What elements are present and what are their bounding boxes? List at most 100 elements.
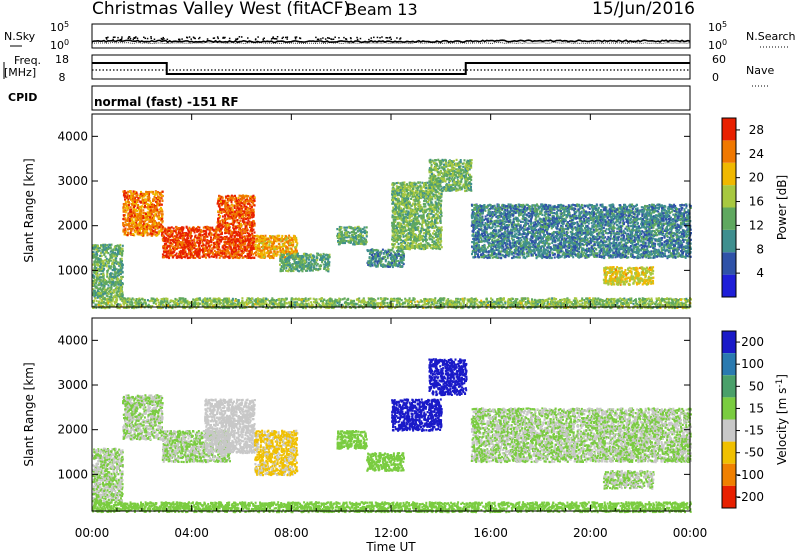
power-cell [238, 232, 241, 235]
power-cell [157, 211, 160, 214]
noise-sky-spike [105, 38, 108, 40]
power-cell [287, 255, 290, 258]
power-cell [92, 247, 95, 250]
power-cell [132, 199, 135, 202]
power-cell [201, 250, 204, 253]
power-cell [225, 208, 228, 211]
power-cell [249, 235, 252, 238]
power-cell [161, 253, 164, 256]
power-cell [145, 193, 148, 196]
power-cell [156, 195, 159, 198]
power-cell [118, 249, 121, 252]
power-cell [132, 209, 135, 212]
power-cell [116, 249, 119, 252]
power-cell [141, 200, 144, 203]
power-cell [244, 255, 247, 258]
power-cell [236, 224, 239, 227]
power-cell [378, 257, 381, 261]
power-cell [327, 258, 330, 261]
power-cell [202, 252, 205, 255]
power-cell [95, 248, 98, 251]
power-cell [233, 255, 236, 258]
power-cell [266, 255, 269, 258]
power-cell [100, 272, 103, 275]
power-cell [215, 252, 218, 255]
power-cell [249, 233, 252, 237]
power-cell [107, 252, 110, 255]
power-cell [230, 194, 233, 197]
power-cell [290, 237, 293, 240]
power-cell [185, 245, 188, 249]
power-cell [160, 219, 163, 222]
noise-sky-spike [322, 37, 324, 39]
power-cell [122, 214, 125, 217]
power-cell [358, 229, 361, 232]
power-cell [170, 235, 173, 238]
power-cell [252, 208, 255, 211]
power-cell [111, 272, 113, 275]
power-cell [223, 219, 226, 223]
power-cell [233, 225, 235, 228]
power-cell [288, 242, 291, 245]
power-cell [283, 249, 286, 252]
power-cell [242, 206, 245, 209]
power-cell [140, 210, 143, 213]
power-cell [225, 202, 228, 205]
power-cell [240, 224, 243, 227]
power-cell [110, 284, 113, 287]
power-cell [233, 235, 236, 238]
power-cell [151, 223, 154, 226]
power-cell [124, 200, 127, 203]
power-cell [140, 190, 142, 194]
power-cell [285, 235, 288, 238]
power-cell [184, 243, 187, 246]
power-cell [122, 190, 125, 193]
power-cell [339, 237, 342, 240]
power-cell [225, 205, 227, 208]
power-cell [253, 199, 256, 202]
power-cell [191, 227, 194, 230]
power-cell [106, 244, 109, 247]
power-cell [229, 229, 232, 232]
power-cell [285, 241, 288, 244]
power-cell [168, 244, 171, 247]
power-cell [233, 246, 235, 250]
power-cell [391, 265, 394, 269]
power-cell [289, 265, 292, 268]
power-cell [244, 230, 247, 233]
power-cell [158, 193, 161, 196]
power-cell [344, 232, 347, 235]
power-cell [147, 205, 150, 208]
power-cell [287, 241, 289, 244]
power-cell [109, 266, 111, 269]
noise-sky-spike [399, 37, 402, 39]
power-cell [279, 247, 282, 250]
power-cell [100, 254, 103, 257]
power-cell [119, 288, 122, 291]
power-cell [279, 259, 282, 263]
power-cell [136, 226, 139, 230]
power-cell [375, 248, 378, 252]
power-cell [240, 246, 243, 249]
power-cell [198, 237, 201, 240]
noise-sky-spike [178, 38, 181, 41]
power-cell [227, 214, 229, 217]
power-cell [99, 252, 102, 255]
power-cell [216, 246, 219, 249]
power-cell [283, 251, 286, 255]
power-cell [158, 204, 161, 207]
power-cell [112, 248, 115, 251]
power-cell [157, 212, 160, 215]
power-cell [188, 253, 190, 256]
noise-sky-spike [345, 38, 347, 40]
power-cell [223, 236, 226, 240]
power-cell [112, 281, 115, 284]
power-cell [102, 279, 105, 282]
power-cell [194, 234, 197, 237]
power-cell [128, 194, 131, 197]
power-cell [245, 218, 247, 221]
power-cell [118, 268, 121, 271]
power-cell [161, 190, 164, 193]
power-cell [223, 252, 226, 255]
power-cell [292, 250, 295, 253]
